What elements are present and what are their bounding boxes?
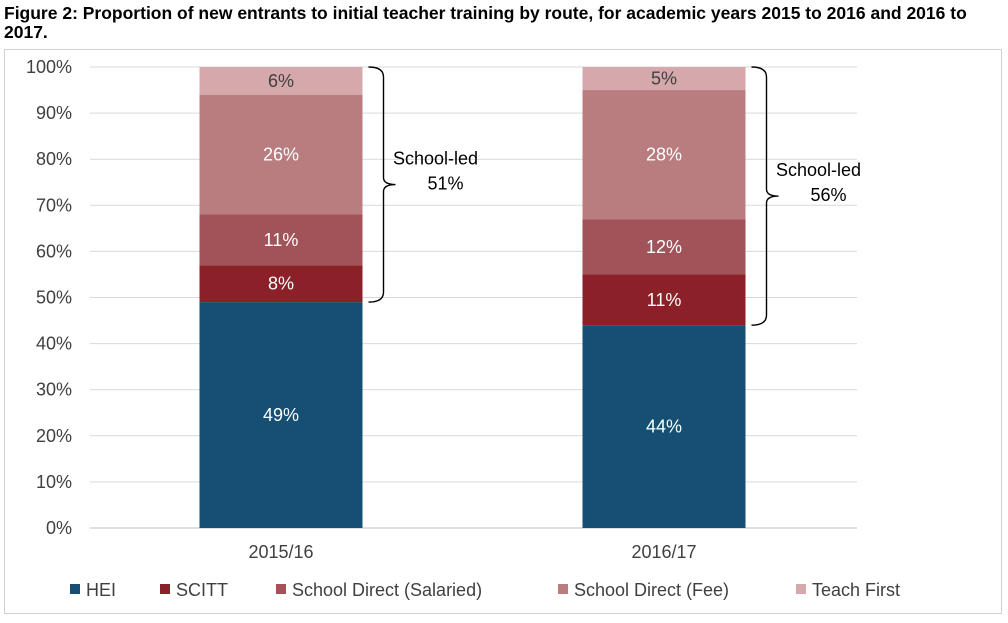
legend-label: SCITT — [176, 580, 228, 600]
annotation-value: 56% — [810, 185, 846, 205]
x-category-label: 2015/16 — [248, 542, 313, 562]
bar-segment — [199, 67, 363, 95]
y-tick-label: 80% — [36, 149, 72, 169]
chart-frame — [4, 49, 1002, 614]
legend-swatch — [160, 584, 170, 594]
bar-segment — [582, 219, 746, 275]
y-tick-label: 60% — [36, 241, 72, 261]
bar-segment — [199, 214, 363, 266]
x-category-label: 2016/17 — [631, 542, 696, 562]
y-tick-label: 40% — [36, 334, 72, 354]
bar-segment — [199, 94, 363, 215]
data-label: 6% — [268, 71, 294, 91]
y-tick-label: 50% — [36, 288, 72, 308]
legend-swatch — [70, 584, 80, 594]
bar-segment — [582, 67, 746, 91]
legend-swatch — [558, 584, 568, 594]
data-label: 5% — [651, 69, 677, 89]
legend-label: HEI — [86, 580, 116, 600]
bracket — [368, 66, 396, 303]
y-tick-label: 100% — [26, 57, 72, 77]
y-tick-label: 10% — [36, 472, 72, 492]
data-label: 12% — [646, 237, 682, 257]
data-label: 11% — [647, 290, 682, 310]
y-tick-label: 70% — [36, 195, 72, 215]
bar-segment — [199, 265, 363, 303]
legend-label: Teach First — [812, 580, 900, 600]
bar-segment — [582, 274, 746, 326]
data-label: 8% — [268, 274, 294, 294]
bar-segment — [582, 325, 746, 528]
chart-title: Figure 2: Proportion of new entrants to … — [4, 3, 967, 42]
data-label: 28% — [646, 145, 682, 165]
annotation-label: School-led — [393, 149, 478, 169]
legend-swatch — [276, 584, 286, 594]
y-tick-label: 30% — [36, 380, 72, 400]
legend-label: School Direct (Salaried) — [292, 580, 482, 600]
data-label: 26% — [263, 145, 299, 165]
data-label: 11% — [264, 230, 299, 250]
y-tick-label: 0% — [46, 518, 72, 538]
legend-swatch — [796, 584, 806, 594]
bar-segment — [199, 302, 363, 528]
data-label: 49% — [263, 405, 299, 425]
legend-label: School Direct (Fee) — [574, 580, 729, 600]
bar-segment — [582, 90, 746, 220]
data-label: 44% — [646, 417, 682, 437]
annotation-value: 51% — [427, 174, 463, 194]
y-tick-label: 90% — [36, 103, 72, 123]
bracket — [751, 66, 779, 326]
y-tick-label: 20% — [36, 426, 72, 446]
annotation-label: School-led — [776, 160, 861, 180]
